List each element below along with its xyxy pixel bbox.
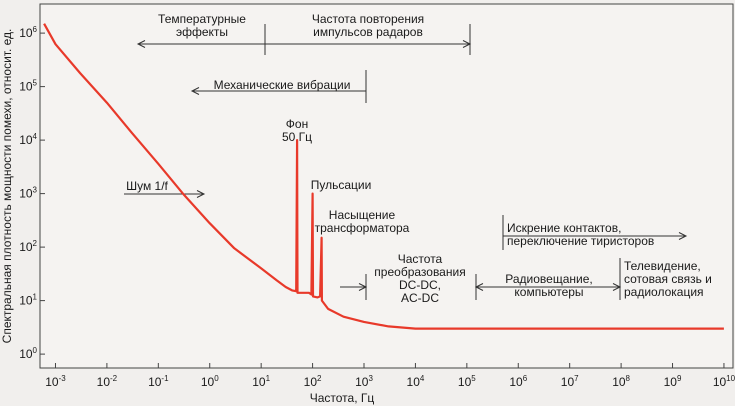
x-tick-label: 105 — [458, 374, 476, 389]
x-tick-label: 109 — [664, 374, 682, 389]
y-tick-label: 101 — [19, 293, 37, 308]
y-tick-label: 104 — [19, 132, 37, 147]
x-tick-label: 10-2 — [97, 374, 118, 389]
mech-vib-arrow — [190, 87, 366, 95]
x-tick-label: 104 — [407, 374, 425, 389]
annotation-radar: Частота повторения импульсов радаров — [312, 12, 424, 39]
annotation-mech-vib: Механические вибрации — [214, 78, 351, 92]
x-axis-ticks: 10-3 10-2 10-1 100 101 102 103 104 105 106 107 108 1… — [45, 363, 735, 389]
y-axis-ticks: 100 101 102 103 104 105 106 — [19, 25, 45, 361]
y-tick-label: 103 — [19, 186, 37, 201]
annotation-dcdc: Частота преобразования DC-DC, AC-DC — [374, 252, 465, 305]
x-tick-label: 108 — [612, 374, 630, 389]
annotation-pulsations: Пульсации — [311, 178, 372, 192]
x-tick-label: 103 — [355, 374, 373, 389]
y-axis-title: Спектральная плотность мощности помехи, … — [0, 29, 14, 344]
temp-effects-arrow — [136, 40, 265, 48]
annotation-radio: Радиовещание, компьютеры — [505, 272, 592, 299]
x-tick-label: 102 — [304, 374, 322, 389]
sparking-arrow — [503, 232, 688, 240]
x-tick-label: 101 — [252, 374, 270, 389]
x-axis-title: Частота, Гц — [310, 391, 375, 405]
annotation-labels: Температурные эффекты Частота повторения им… — [126, 12, 712, 305]
annotation-fon: Фон 50 Гц — [282, 117, 312, 144]
annotation-sparking: Искрение контактов, переключение тиристор… — [507, 221, 654, 248]
y-tick-label: 106 — [19, 25, 37, 40]
y-tick-label: 105 — [19, 79, 37, 94]
annotation-temp-effects: Температурные эффекты — [158, 12, 246, 39]
y-tick-label: 102 — [19, 239, 37, 254]
x-tick-label: 106 — [509, 374, 527, 389]
series-line — [43, 23, 724, 330]
annotation-tv: Телевидение, сотовая связь и радиолокация — [624, 259, 712, 299]
plot-frame — [39, 3, 734, 369]
x-tick-label: 100 — [201, 374, 219, 389]
x-tick-label: 10-3 — [45, 374, 66, 389]
x-tick-label: 1010 — [713, 374, 735, 389]
annotation-saturation: Насыщение трансформатора — [315, 208, 410, 235]
annotation-noise: Шум 1/f — [126, 179, 168, 193]
x-tick-label: 107 — [561, 374, 579, 389]
annotation-marks — [124, 24, 688, 300]
x-tick-label: 10-1 — [148, 374, 169, 389]
noise-arrow — [124, 190, 206, 198]
y-tick-label: 100 — [19, 346, 37, 361]
